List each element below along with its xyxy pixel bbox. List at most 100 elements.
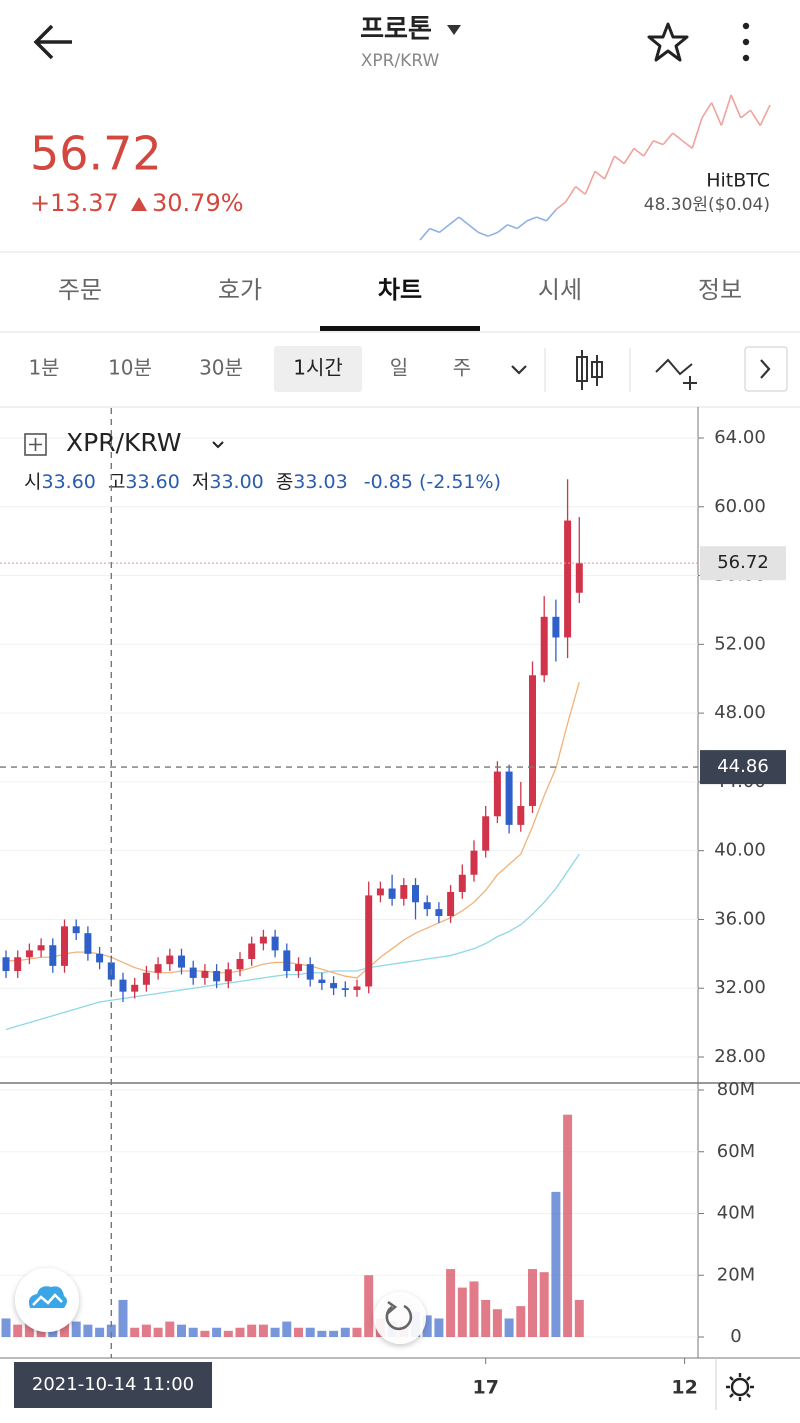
volume-bar [317,1330,327,1337]
tab[interactable]: 차트 [378,276,422,304]
legend-value: 33.00 [209,471,263,493]
indicator-button[interactable] [655,358,697,390]
y-tick-label: 52.00 [714,633,766,654]
interval[interactable]: 10분 [108,356,152,380]
legend-label: 종 [276,471,293,493]
tab[interactable]: 호가 [218,276,262,304]
candle-body [236,958,244,970]
tab[interactable]: 정보 [698,276,742,304]
change-percent: 30.79% [152,189,244,217]
chart-type-button[interactable] [576,350,603,390]
interval[interactable]: 1시간 [293,356,343,380]
x-tick-label: 12 [671,1377,697,1399]
sparkline-segment [749,109,761,126]
candle-body [447,891,455,917]
sparkline-segment [478,231,489,237]
y-tick-label: 32.00 [714,977,766,998]
grid [0,437,698,1338]
volume-bar [71,1321,81,1337]
volume-bar [258,1324,268,1337]
candle-body [564,520,572,638]
sparkline-segment [662,132,674,146]
sparkline-segment [603,155,616,180]
favorite-button[interactable] [647,22,689,62]
volume-bar [516,1306,526,1337]
back-button[interactable] [33,24,72,60]
sparkline-segment [653,140,664,146]
legend-value: 33.60 [41,471,95,493]
candle-body [306,964,314,980]
candle-body [2,957,10,972]
interval[interactable]: 주 [453,356,471,380]
exchange-name: HitBTC [706,170,770,192]
sparkline-segment [497,224,508,233]
volume-bar [434,1318,444,1337]
candle-body [271,936,279,951]
interval[interactable]: 일 [390,356,408,380]
interval[interactable]: 30분 [199,356,243,380]
candle-body [365,895,373,987]
scroll-right-button[interactable] [744,346,788,392]
y-tick-label: 36.00 [714,908,766,929]
sparkline-segment [545,208,557,222]
axes: 28.0032.0036.0040.0044.0048.0052.0056.00… [472,427,765,1399]
moving-average [5,853,580,1031]
sparkline-segment [730,94,742,119]
volume-bar [539,1272,549,1337]
candle-body [72,926,80,934]
sparkline-segment [594,170,606,180]
tab[interactable]: 주문 [58,276,102,304]
volume-bar [36,1327,46,1337]
y-tick-label: 40.00 [714,840,766,861]
more-menu[interactable] [742,22,750,62]
coin-title[interactable]: 프로톤 [360,15,432,45]
candle-body [37,945,45,951]
symbol-dropdown[interactable] [212,441,224,449]
candle-body [458,874,466,892]
candle-body [259,936,267,944]
exchange-price: 48.30원($0.04) [644,195,770,215]
sparkline-segment [682,140,693,150]
volume-bar [270,1327,280,1337]
sparkline-segment [526,216,537,222]
volume-bar [469,1281,479,1337]
sparkline-segment [516,220,528,230]
sparkline-segment [419,228,431,241]
volume-bar [247,1324,257,1337]
interval[interactable]: 1분 [28,356,59,380]
reset-button[interactable] [374,1292,426,1344]
candle-body [201,971,209,978]
volume-bar [153,1327,163,1337]
candle-body [318,979,326,984]
candle-body [376,888,384,896]
sparkline-segment [720,94,732,126]
coin-pair: XPR/KRW [361,51,440,71]
last-price-badge [700,546,786,581]
y-tick-label: 60.00 [714,496,766,517]
candle-body [96,953,104,963]
sparkline-segment [584,171,596,195]
candle-body [142,972,150,985]
last-price-label: 56.72 [717,552,769,573]
x-tick-label: 17 [472,1377,498,1399]
candle-body [540,616,548,676]
sparkline-segment [701,102,713,119]
candle-body [248,943,256,959]
reset-arrow [387,1300,398,1314]
tab[interactable]: 시세 [538,276,582,304]
add-symbol-button[interactable] [24,433,47,456]
sparkline-segment [458,216,470,226]
volume-tick-label: 40M [717,1203,755,1224]
volume-bar [364,1275,374,1337]
crosshair: 56.72 44.86 2021-10-14 11:00 [0,408,786,1408]
settings-button[interactable] [726,1373,754,1401]
volume-bar [130,1327,140,1337]
sparkline-segment [759,104,771,126]
interval-dropdown[interactable] [511,365,527,375]
y-tick-label: 28.00 [714,1046,766,1067]
candle-body [575,563,583,593]
title-dropdown[interactable] [447,25,461,35]
chart-symbol[interactable]: XPR/KRW [66,428,181,457]
volume-bar [24,1321,34,1337]
volume-bar [106,1324,116,1337]
